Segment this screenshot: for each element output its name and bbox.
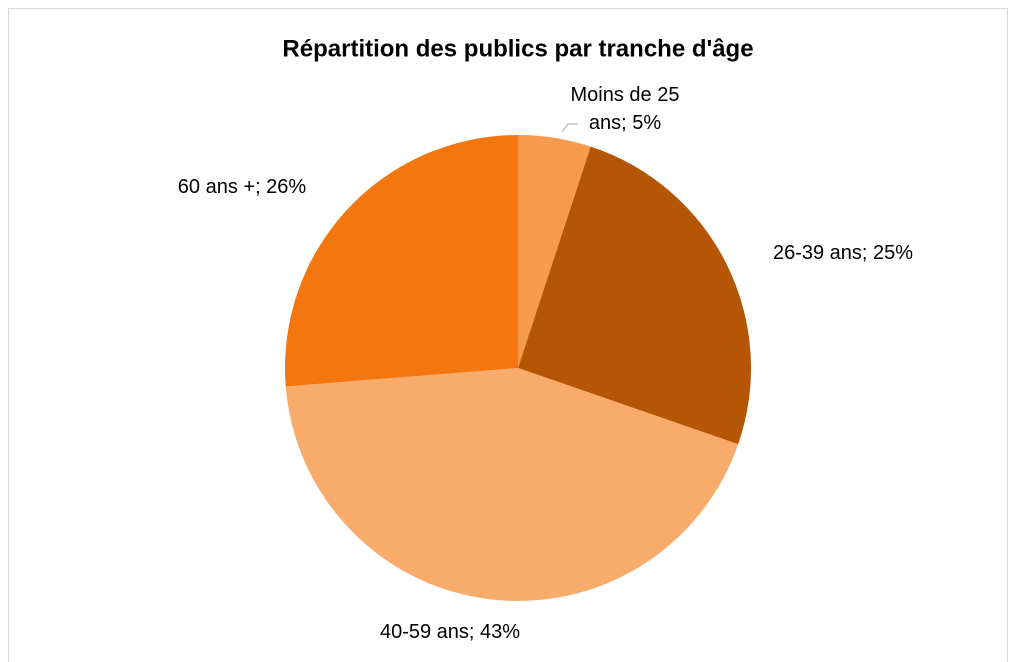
data-label: 60 ans +; 26%: [177, 176, 307, 198]
pie-slice: [285, 135, 518, 387]
pie-slice: [285, 368, 739, 601]
data-label: 40-59 ans; 43%: [379, 621, 521, 643]
data-label: 26-39 ans; 25%: [772, 242, 914, 264]
leader-line: [561, 123, 569, 133]
pie-slice: [518, 135, 591, 368]
data-label: Moins de 25 ans; 5%: [570, 84, 680, 134]
pie-slice: [518, 146, 751, 445]
chart-title: Répartition des publics par tranche d'âg…: [282, 35, 753, 62]
